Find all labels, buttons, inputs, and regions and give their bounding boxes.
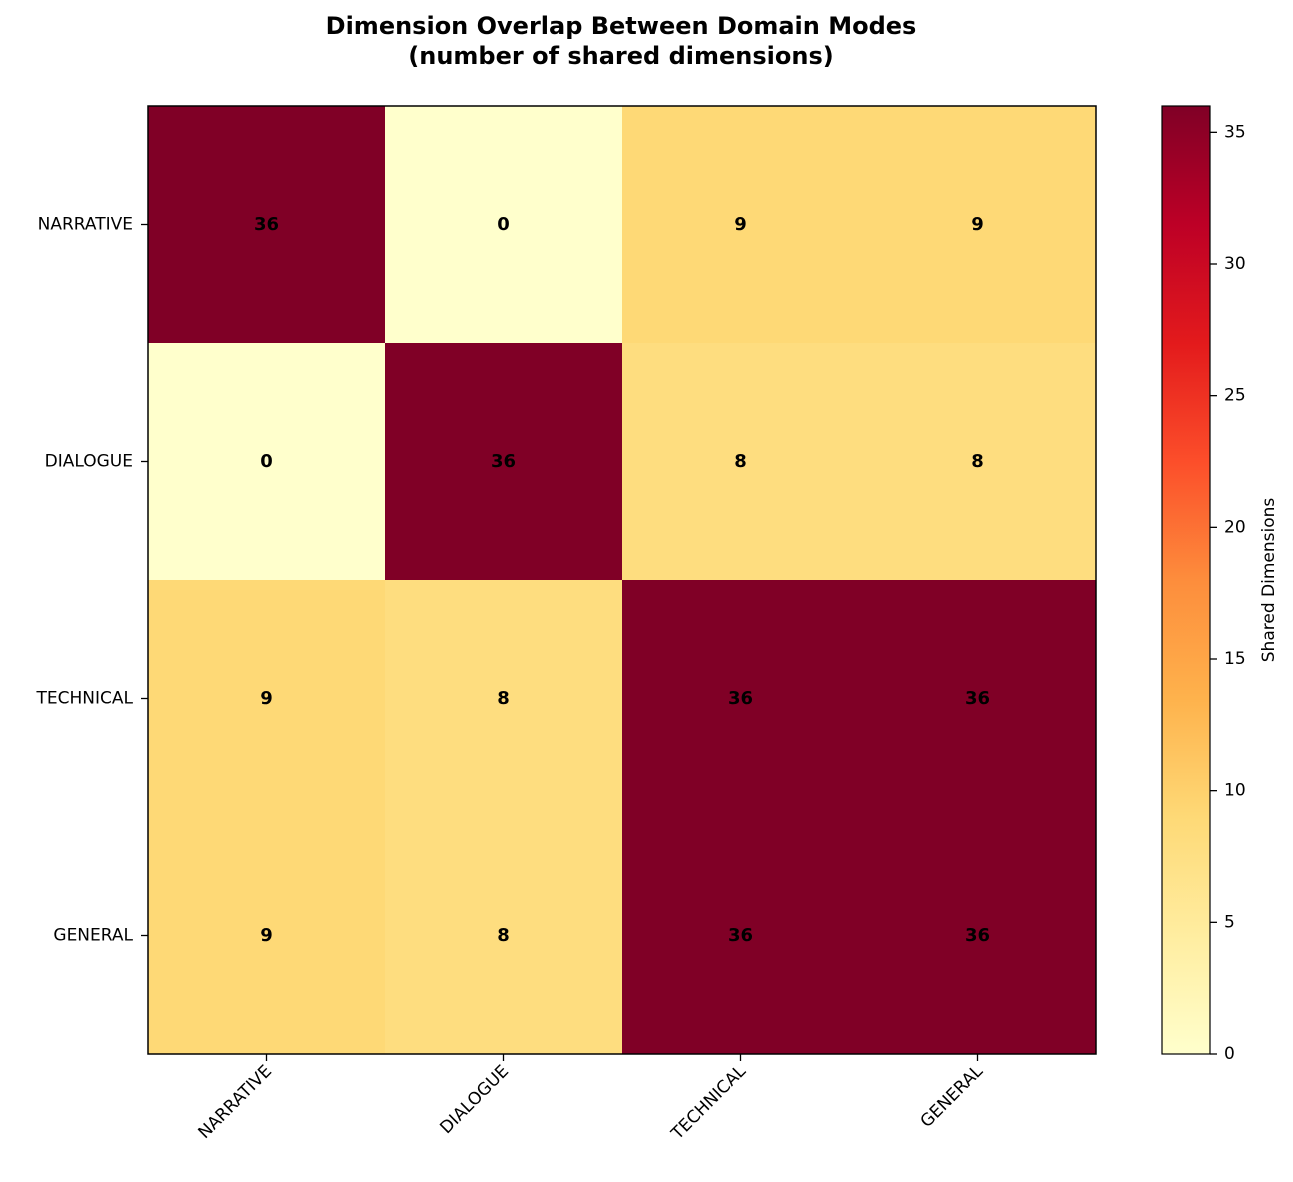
- colorbar-tick-label: 35: [1224, 122, 1246, 142]
- colorbar-ticks: 0 5 10 15 20 25 30 35: [1210, 122, 1246, 1064]
- colorbar-tick-label: 10: [1224, 781, 1246, 801]
- cell-value-label: 8: [734, 451, 747, 472]
- cell-value-label: 36: [491, 451, 516, 472]
- x-tick-label: TECHNICAL: [667, 1061, 750, 1144]
- y-tick-label: DIALOGUE: [45, 452, 133, 472]
- heatmap-cell: [622, 580, 860, 818]
- heatmap-cell-labels: 36 0 9 9 0 36 8 8 9 8 36 36 9 8 36 36: [254, 214, 990, 946]
- colorbar-label: Shared Dimensions: [1259, 498, 1279, 663]
- cell-value-label: 8: [497, 688, 510, 709]
- colorbar-tick-label: 5: [1224, 912, 1235, 932]
- colorbar-tick-label: 20: [1224, 517, 1246, 537]
- plot-frame: [147, 105, 1097, 1055]
- heatmap-cell: [148, 817, 386, 1055]
- y-axis: NARRATIVE DIALOGUE TECHNICAL GENERAL: [36, 215, 148, 946]
- cell-value-label: 0: [260, 451, 273, 472]
- heatmap-cell: [859, 106, 1097, 344]
- heatmap-cell: [859, 817, 1097, 1055]
- heatmap-cell: [148, 106, 386, 344]
- cell-value-label: 8: [497, 925, 510, 946]
- chart-subtitle: (number of shared dimensions): [408, 42, 833, 70]
- cell-value-label: 36: [965, 688, 990, 709]
- heatmap-cell: [148, 343, 386, 581]
- cell-value-label: 36: [254, 214, 279, 235]
- heatmap-cell: [385, 817, 623, 1055]
- heatmap-cell: [859, 580, 1097, 818]
- cell-value-label: 9: [260, 688, 273, 709]
- heatmap-cell: [622, 106, 860, 344]
- heatmap-cell: [385, 580, 623, 818]
- y-tick-label: NARRATIVE: [38, 215, 133, 235]
- colorbar-tick-label: 30: [1224, 254, 1246, 274]
- y-tick-label: GENERAL: [53, 926, 133, 946]
- heatmap-cell: [385, 106, 623, 344]
- cell-value-label: 9: [260, 925, 273, 946]
- x-axis: NARRATIVE DIALOGUE TECHNICAL GENERAL: [194, 1054, 987, 1144]
- heatmap-cells: [148, 106, 1097, 1055]
- cell-value-label: 36: [965, 925, 990, 946]
- heatmap-cell: [859, 343, 1097, 581]
- heatmap-cell: [622, 817, 860, 1055]
- cell-value-label: 36: [728, 925, 753, 946]
- x-tick-label: GENERAL: [917, 1061, 988, 1132]
- y-tick-label: TECHNICAL: [36, 689, 134, 709]
- heatmap-cell: [385, 343, 623, 581]
- cell-value-label: 9: [971, 214, 984, 235]
- cell-value-label: 0: [497, 214, 510, 235]
- cell-value-label: 8: [971, 451, 984, 472]
- heatmap-cell: [622, 343, 860, 581]
- cell-value-label: 36: [728, 688, 753, 709]
- x-tick-label: NARRATIVE: [194, 1061, 276, 1143]
- cell-value-label: 9: [734, 214, 747, 235]
- colorbar-tick-label: 15: [1224, 649, 1246, 669]
- chart-title: Dimension Overlap Between Domain Modes: [326, 12, 917, 40]
- colorbar-tick-label: 0: [1224, 1044, 1235, 1064]
- colorbar-gradient: [1161, 105, 1211, 1055]
- colorbar: 0 5 10 15 20 25 30 35 Shared Dimensions: [1161, 105, 1279, 1064]
- colorbar-tick-label: 25: [1224, 386, 1246, 406]
- heatmap-cell: [148, 580, 386, 818]
- x-tick-label: DIALOGUE: [436, 1061, 513, 1138]
